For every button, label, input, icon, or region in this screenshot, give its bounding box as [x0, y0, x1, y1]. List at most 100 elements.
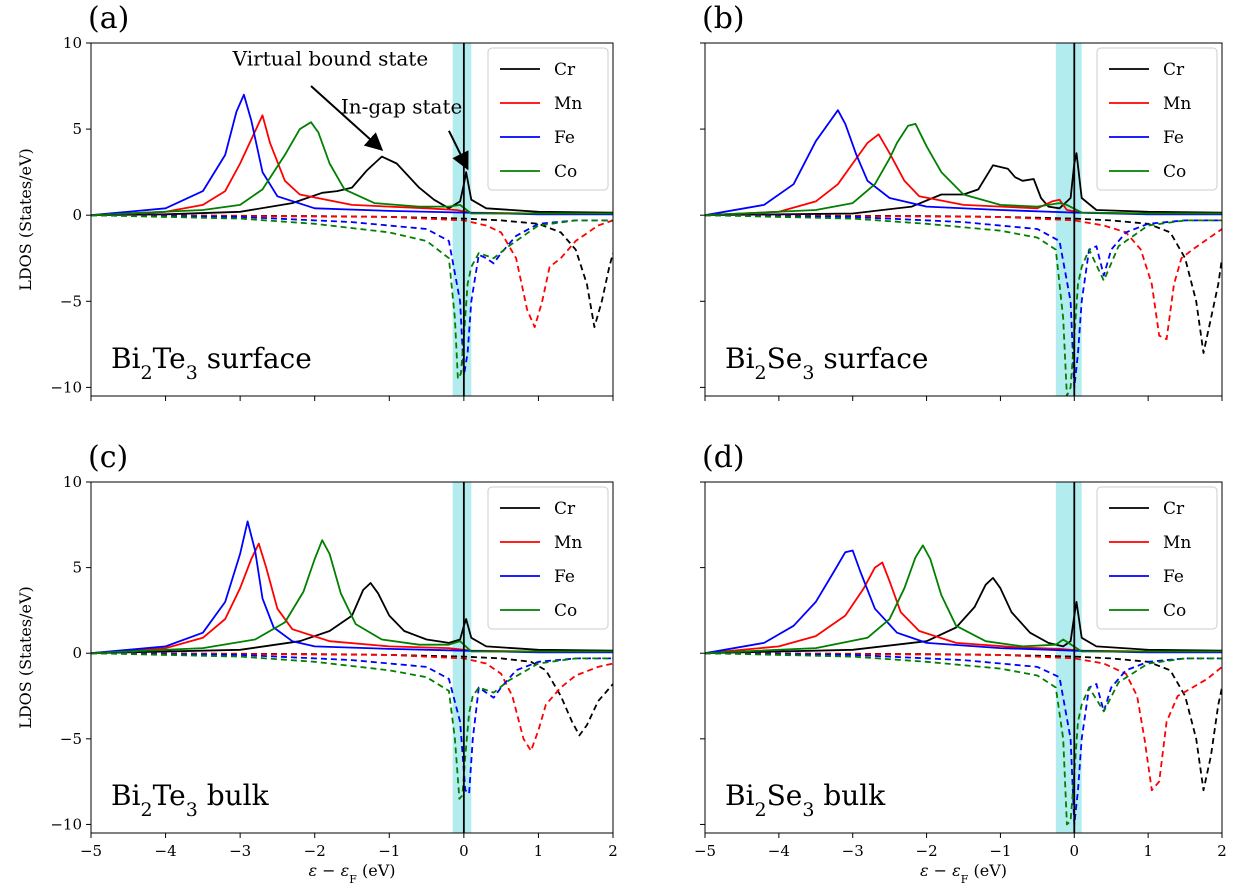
- y-tick-label: 0: [72, 206, 82, 224]
- legend-entry-co: Co: [554, 601, 577, 621]
- system-suffix: surface: [814, 342, 928, 375]
- x-tick-label: −1: [378, 842, 400, 860]
- y-tick-label: −5: [60, 292, 82, 310]
- legend-entry-fe: Fe: [554, 128, 575, 148]
- x-tick-label: 1: [1143, 842, 1153, 860]
- panel-a: −10 −5 0 5 10 (a) LDOS (States/eV) Bi2Te3 surfa…: [16, 1, 614, 401]
- system-elem: Se: [767, 342, 803, 375]
- panel-b: (b) Bi2Se3 surface Cr Mn Fe Co: [700, 1, 1223, 401]
- legend-box: [487, 47, 609, 191]
- axes-frame: [704, 42, 1223, 397]
- y-axis-label: LDOS (States/eV): [16, 586, 35, 729]
- legend-entry-cr: Cr: [1163, 60, 1185, 80]
- system-sub2: 3: [186, 799, 198, 821]
- series-fe: [705, 109, 1222, 217]
- annotation-arrow-1: [448, 130, 469, 171]
- panel-label: (b): [702, 1, 745, 36]
- series-dashed-6: [91, 214, 613, 377]
- series-dashed-4: [91, 214, 613, 329]
- x-tick-label: −2: [304, 842, 326, 860]
- system-label: Bi2Te3 surface: [111, 342, 312, 384]
- legend-entry-cr: Cr: [554, 499, 576, 519]
- series-dashed-5: [705, 214, 1222, 341]
- system-label: Bi2Te3 bulk: [111, 779, 270, 821]
- panel-label: (a): [88, 1, 129, 36]
- series-dashed-4: [705, 214, 1222, 354]
- x-tick-label: −2: [916, 842, 938, 860]
- system-suffix: bulk: [814, 779, 886, 812]
- system-label: Bi2Se3 bulk: [725, 779, 886, 821]
- system-sub1: 2: [755, 362, 767, 384]
- legend: Cr Mn Fe Co: [1096, 486, 1218, 630]
- series-dashed-6: [705, 214, 1222, 389]
- x-tick-label: 2: [608, 842, 618, 860]
- system-sub1: 2: [755, 799, 767, 821]
- system-sub2: 3: [186, 362, 198, 384]
- series-dashed-7: [705, 652, 1222, 826]
- series-dashed-5: [705, 652, 1222, 792]
- series-fe: [91, 93, 613, 217]
- x-tick-label: −3: [842, 842, 864, 860]
- x-tick-label: 1: [534, 842, 544, 860]
- x-axis-label-sub: F: [961, 873, 969, 886]
- y-axis-label: LDOS (States/eV): [16, 148, 35, 291]
- legend-entry-mn: Mn: [1163, 533, 1191, 553]
- series-dashed-4: [91, 652, 613, 737]
- x-axis-label: ε − εF (eV): [920, 861, 1007, 886]
- series-dashed-7: [91, 652, 613, 800]
- x-axis-label-sub: F: [349, 873, 357, 886]
- series-group: [705, 544, 1222, 826]
- series-mn: [91, 542, 613, 655]
- annotation-arrow-0: [310, 85, 384, 151]
- axes-frame: [90, 481, 614, 834]
- x-tick-label: −4: [155, 842, 177, 860]
- y-tick-label: 0: [72, 644, 82, 662]
- series-cr: [705, 577, 1222, 655]
- legend-entry-co: Co: [1163, 601, 1186, 621]
- legend: Cr Mn Fe Co: [1096, 47, 1218, 191]
- legend: Cr Mn Fe Co: [487, 47, 609, 191]
- legend-entry-fe: Fe: [1163, 128, 1184, 148]
- series-dashed-5: [91, 652, 613, 752]
- y-tick-label: 10: [63, 34, 82, 52]
- legend-box: [487, 486, 609, 630]
- series-fe: [705, 549, 1222, 655]
- legend-box: [1096, 486, 1218, 630]
- series-cr: [705, 152, 1222, 217]
- legend-entry-mn: Mn: [554, 533, 582, 553]
- series-co: [705, 544, 1222, 655]
- y-tick-label: −10: [50, 378, 82, 396]
- x-tick-label: −4: [768, 842, 790, 860]
- system-sub2: 3: [802, 362, 814, 384]
- series-dashed-7: [705, 214, 1222, 396]
- system-suffix: bulk: [198, 779, 270, 812]
- annotation-text-0: Virtual bound state: [232, 46, 429, 70]
- x-tick-label: −3: [229, 842, 251, 860]
- series-group: [705, 109, 1222, 396]
- system-sub1: 2: [141, 362, 153, 384]
- x-tick-label: 2: [1217, 842, 1227, 860]
- legend-entry-cr: Cr: [1163, 499, 1185, 519]
- legend-box: [1096, 47, 1218, 191]
- system-elem: Te: [153, 342, 186, 375]
- legend-entry-mn: Mn: [1163, 94, 1191, 114]
- series-co: [705, 123, 1222, 217]
- series-dashed-5: [91, 214, 613, 329]
- x-tick-label: 0: [1070, 842, 1080, 860]
- system-base: Bi: [111, 342, 141, 375]
- legend: Cr Mn Fe Co: [487, 486, 609, 630]
- axes-frame: [90, 42, 614, 397]
- series-dashed-7: [91, 214, 613, 380]
- series-dashed-6: [91, 652, 613, 795]
- series-cr: [91, 155, 613, 217]
- y-tick-label: −10: [50, 815, 82, 833]
- legend-entry-fe: Fe: [1163, 567, 1184, 587]
- annotation-text-1: In-gap state: [341, 95, 463, 119]
- system-suffix: surface: [198, 342, 312, 375]
- x-tick-label: −5: [80, 842, 102, 860]
- system-elem: Te: [153, 779, 186, 812]
- x-tick-label: −1: [989, 842, 1011, 860]
- x-axis-label-tail: (eV): [357, 861, 396, 880]
- system-sub1: 2: [141, 799, 153, 821]
